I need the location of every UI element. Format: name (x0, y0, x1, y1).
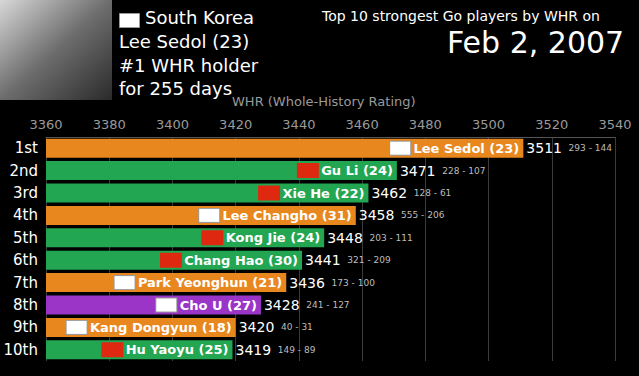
svg-text:203 - 111: 203 - 111 (369, 233, 412, 243)
svg-text:3460: 3460 (346, 117, 379, 132)
svg-text:#1 WHR holder: #1 WHR holder (119, 55, 259, 76)
svg-text:3rd: 3rd (13, 184, 38, 202)
svg-text:3428: 3428 (264, 297, 300, 313)
svg-text:7th: 7th (13, 274, 38, 292)
svg-text:293 - 144: 293 - 144 (569, 143, 613, 153)
svg-text:3480: 3480 (409, 117, 442, 132)
svg-text:Feb 2, 2007: Feb 2, 2007 (447, 25, 624, 60)
svg-text:Cho U (27): Cho U (27) (180, 298, 257, 313)
svg-text:3540: 3540 (598, 117, 631, 132)
svg-text:149 - 89: 149 - 89 (278, 345, 316, 355)
svg-text:9th: 9th (13, 318, 38, 336)
svg-text:241 - 127: 241 - 127 (306, 300, 349, 310)
svg-text:8th: 8th (13, 296, 38, 314)
svg-text:3511: 3511 (526, 140, 562, 156)
svg-text:3448: 3448 (327, 230, 363, 246)
svg-text:3458: 3458 (359, 207, 395, 223)
svg-text:6th: 6th (13, 251, 38, 269)
svg-text:Kang Dongyun (18): Kang Dongyun (18) (90, 320, 232, 335)
svg-text:3436: 3436 (289, 275, 325, 291)
svg-text:173 - 100: 173 - 100 (332, 278, 376, 288)
svg-text:3400: 3400 (156, 117, 189, 132)
svg-text:5th: 5th (13, 229, 38, 247)
svg-text:4th: 4th (13, 206, 38, 224)
svg-text:3380: 3380 (93, 117, 126, 132)
svg-text:555 - 206: 555 - 206 (401, 210, 445, 220)
svg-text:3471: 3471 (400, 163, 436, 179)
svg-text:Gu Li (24): Gu Li (24) (321, 163, 393, 178)
svg-text:Hu Yaoyu (25): Hu Yaoyu (25) (126, 342, 229, 357)
svg-text:Lee Sedol (23): Lee Sedol (23) (413, 141, 519, 156)
svg-text:for 255 days: for 255 days (119, 78, 232, 99)
svg-text:Park Yeonghun (21): Park Yeonghun (21) (138, 275, 282, 290)
svg-text:10th: 10th (4, 341, 38, 359)
svg-text:3500: 3500 (472, 117, 505, 132)
svg-text:3420: 3420 (219, 117, 252, 132)
svg-text:3360: 3360 (29, 117, 62, 132)
svg-text:WHR (Whole-History Rating): WHR (Whole-History Rating) (232, 94, 416, 109)
svg-text:128 - 61: 128 - 61 (414, 188, 452, 198)
svg-text:228 - 107: 228 - 107 (442, 166, 485, 176)
svg-text:321 - 209: 321 - 209 (347, 255, 391, 265)
svg-text:Chang Hao (30): Chang Hao (30) (184, 253, 298, 268)
svg-text:3440: 3440 (282, 117, 315, 132)
svg-text:3462: 3462 (371, 185, 407, 201)
svg-text:2nd: 2nd (9, 162, 38, 180)
svg-text:Xie He (22): Xie He (22) (282, 186, 364, 201)
svg-text:Top 10 strongest Go players by: Top 10 strongest Go players by WHR on (321, 8, 600, 24)
svg-text:Kong Jie (24): Kong Jie (24) (226, 230, 320, 245)
svg-text:Lee Changho (31): Lee Changho (31) (223, 208, 352, 223)
svg-text:3419: 3419 (236, 342, 272, 358)
svg-text:South Korea: South Korea (145, 7, 254, 28)
svg-text:40 - 31: 40 - 31 (281, 322, 313, 332)
svg-text:3441: 3441 (305, 252, 341, 268)
svg-text:Lee Sedol (23): Lee Sedol (23) (119, 31, 249, 52)
svg-text:1st: 1st (15, 139, 38, 157)
svg-text:3420: 3420 (239, 319, 275, 335)
svg-text:3520: 3520 (535, 117, 568, 132)
